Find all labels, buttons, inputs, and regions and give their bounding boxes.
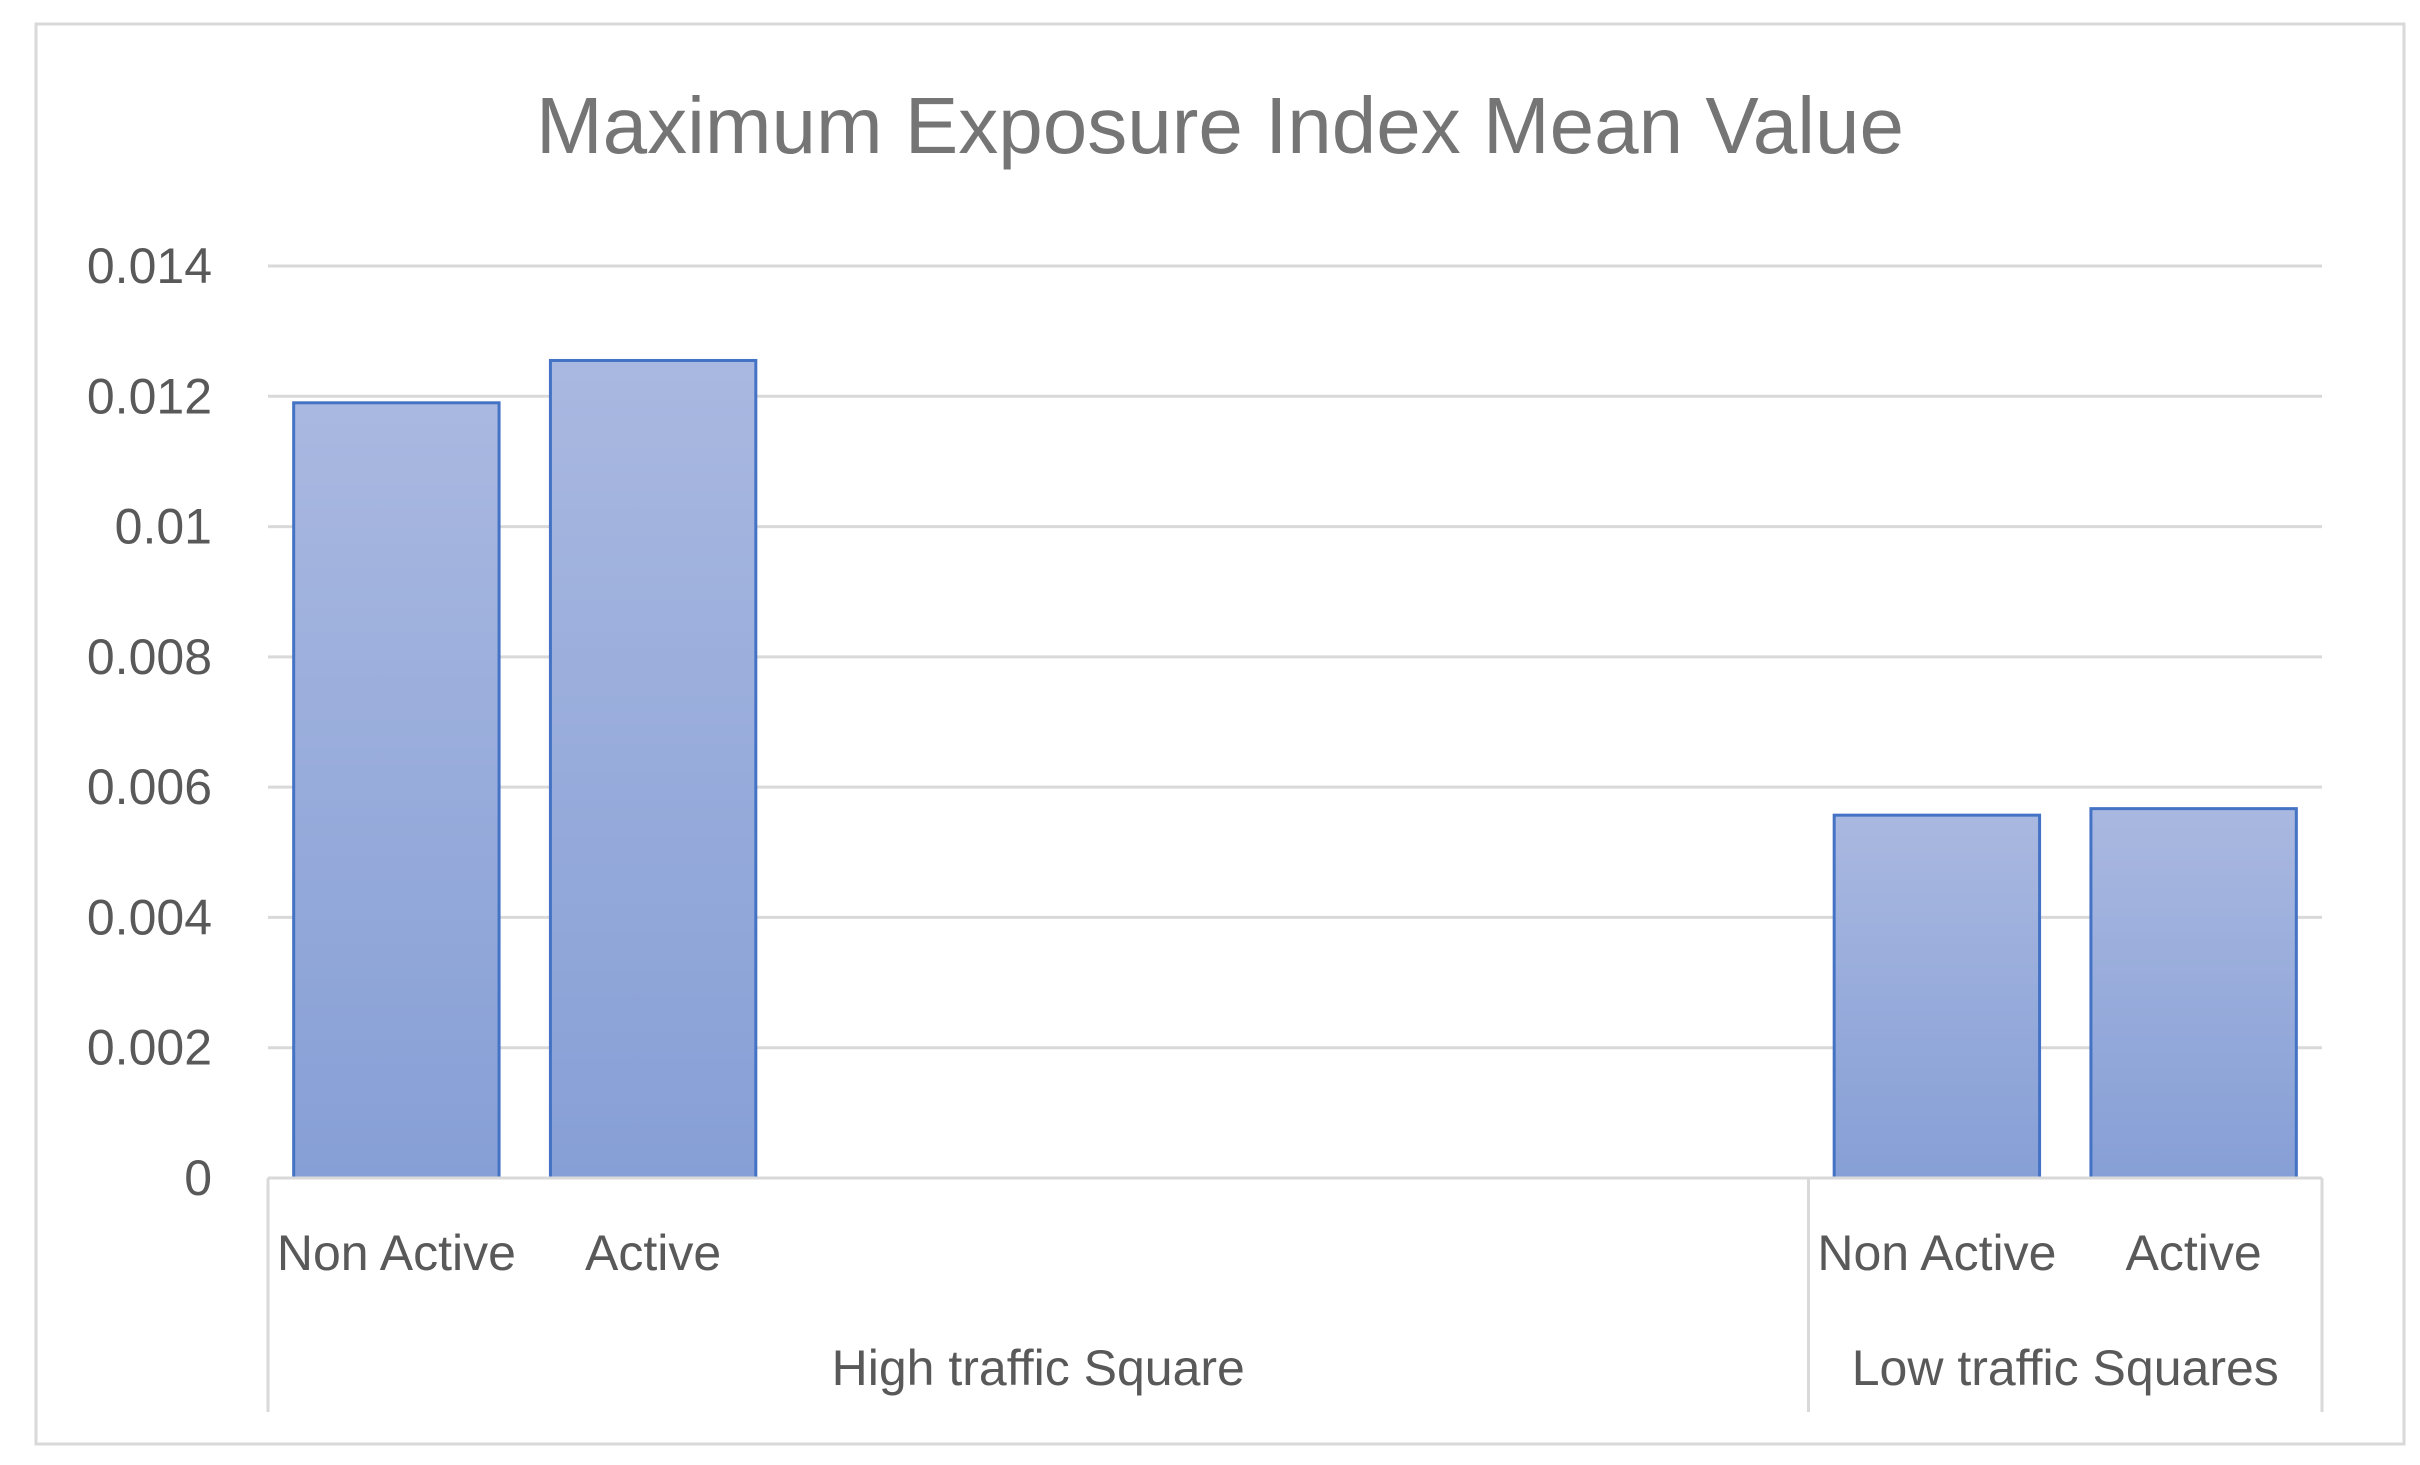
x-category-label: Active (2126, 1225, 2262, 1281)
bars (292, 358, 2298, 1180)
y-axis-tick-labels: 0 0.002 0.004 0.006 0.008 0.01 0.012 0.014 (87, 238, 212, 1206)
bar (2089, 807, 2298, 1180)
y-tick-label: 0.004 (87, 889, 212, 945)
x-category-label: Non Active (1817, 1225, 2056, 1281)
bar (1832, 813, 2042, 1180)
y-tick-label: 0 (184, 1150, 212, 1206)
bar (548, 358, 758, 1180)
x-category-label: Active (585, 1225, 721, 1281)
chart-title: Maximum Exposure Index Mean Value (536, 81, 1904, 170)
y-tick-label: 0.014 (87, 238, 212, 294)
x-group-label: Low traffic Squares (1852, 1340, 2279, 1396)
y-tick-label: 0.002 (87, 1020, 212, 1076)
x-group-label: High traffic Square (832, 1340, 1245, 1396)
y-tick-label: 0.012 (87, 368, 212, 424)
y-tick-label: 0.01 (115, 499, 212, 555)
y-tick-label: 0.006 (87, 759, 212, 815)
y-tick-label: 0.008 (87, 629, 212, 685)
x-axis: Non Active Active High traffic Square Non A… (266, 1176, 2324, 1412)
bar (292, 401, 501, 1180)
x-category-label: Non Active (277, 1225, 516, 1281)
